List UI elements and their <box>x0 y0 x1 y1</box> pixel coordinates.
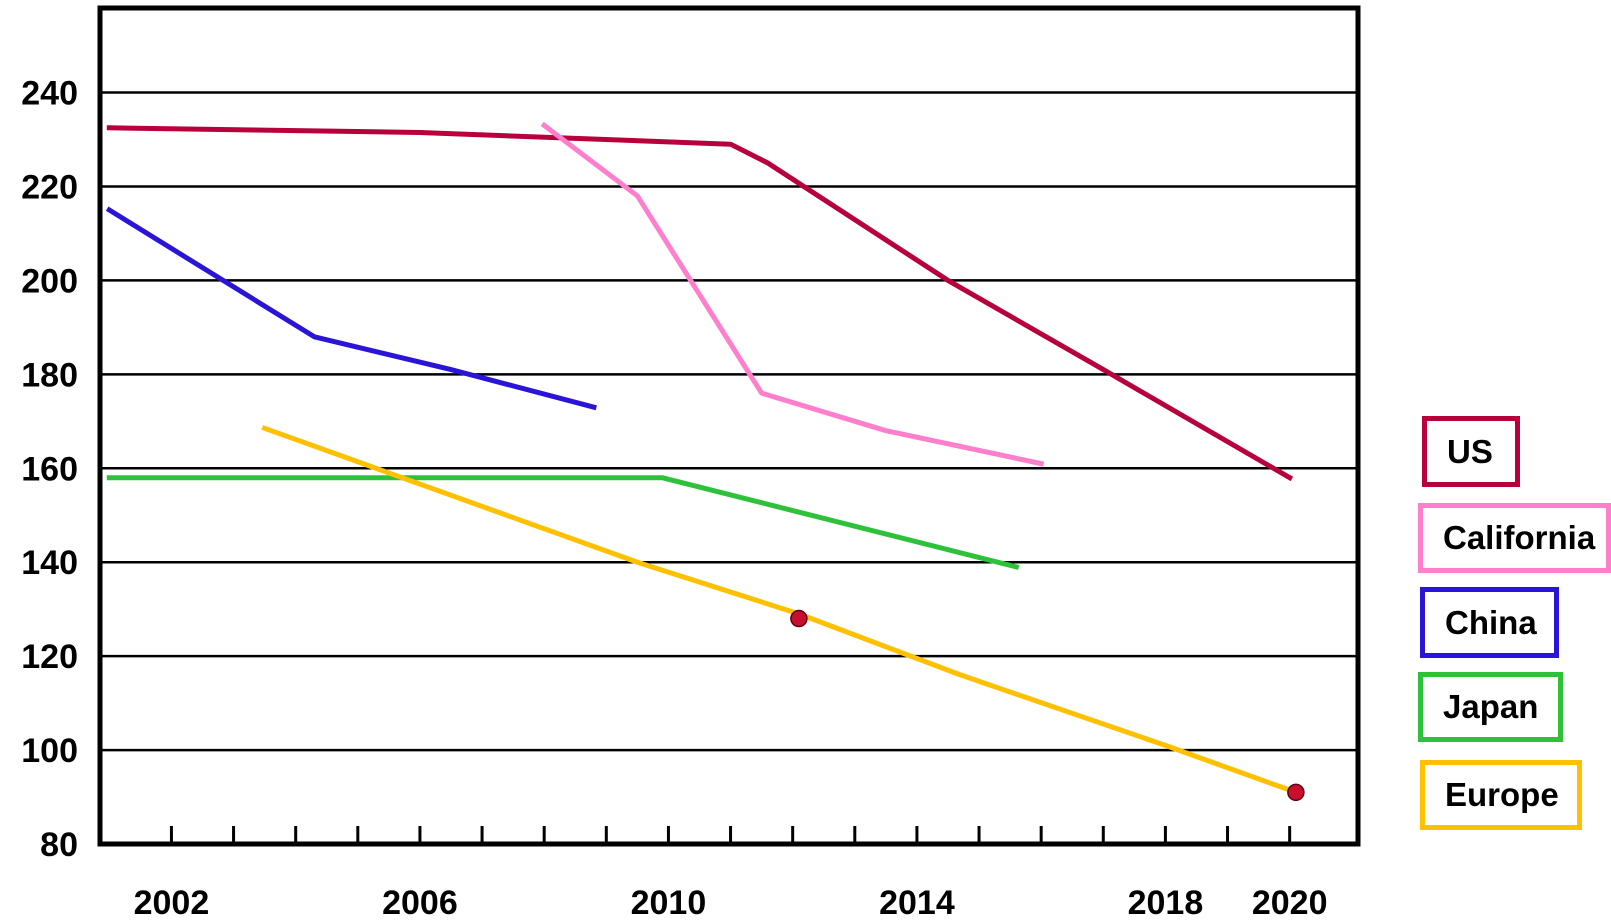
y-tick-label: 160 <box>21 450 78 488</box>
x-tick-label: 2002 <box>134 884 210 921</box>
y-tick-label: 200 <box>21 262 78 300</box>
y-tick-label: 120 <box>21 638 78 676</box>
data-markers <box>790 609 1305 802</box>
series-line-california <box>540 121 1045 467</box>
series-line-japan <box>106 475 1020 570</box>
series-line-us <box>106 125 1294 482</box>
y-tick-label: 220 <box>21 168 78 206</box>
y-tick-label: 180 <box>21 356 78 394</box>
x-axis-ticks <box>169 826 1292 844</box>
series-lines <box>105 121 1300 796</box>
x-tick-label: 2006 <box>382 884 458 921</box>
series-line-europe <box>261 425 1300 796</box>
data-point-marker <box>790 609 808 628</box>
data-point-marker <box>1287 783 1305 802</box>
y-tick-label: 140 <box>21 544 78 582</box>
plot-frame <box>97 5 1361 847</box>
y-tick-label: 100 <box>21 732 78 770</box>
gridlines <box>100 91 1358 752</box>
series-line-china <box>105 206 597 411</box>
y-tick-label: 80 <box>40 826 78 864</box>
y-tick-label: 240 <box>21 75 78 113</box>
x-tick-label: 2018 <box>1128 884 1204 921</box>
x-axis-tick-labels: 2002 2006 2010 2014 2018 2020 <box>134 884 1328 921</box>
x-tick-label: 2014 <box>879 884 955 921</box>
x-tick-label: 2020 <box>1252 884 1328 921</box>
y-axis-tick-labels: 80 100 120 140 160 180 200 220 240 <box>21 75 78 864</box>
x-tick-label: 2010 <box>631 884 707 921</box>
